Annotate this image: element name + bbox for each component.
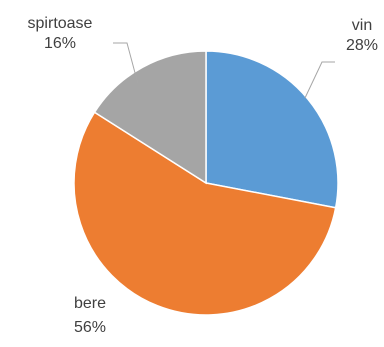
category-label-spirtoase: spirtoase [28, 15, 93, 32]
data-labels: vin 28% bere 56% spirtoase 16% [28, 15, 378, 336]
pie-slice-spirtoase [93, 50, 207, 185]
leader-line-spirtoase [113, 42, 139, 85]
pie-slices [73, 50, 339, 316]
leader-line-vin [304, 61, 335, 99]
category-label-vin: vin [352, 17, 372, 34]
pie-slice-bere [73, 111, 337, 316]
percent-label-vin: 28% [346, 37, 378, 54]
percent-label-bere: 56% [74, 319, 106, 336]
percent-label-spirtoase: 16% [44, 35, 76, 52]
pie-slice-vin [205, 50, 339, 209]
category-label-bere: bere [74, 295, 106, 312]
leader-lines [113, 42, 335, 99]
